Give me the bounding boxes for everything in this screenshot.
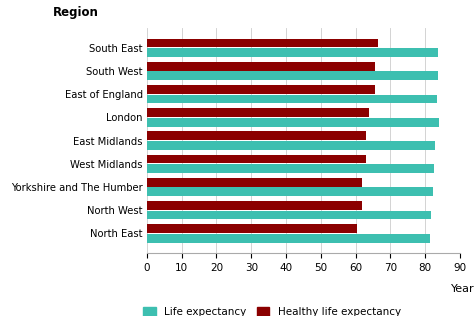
- Bar: [147, 187, 433, 196]
- Bar: [147, 141, 435, 150]
- Bar: [147, 210, 431, 219]
- Bar: [147, 155, 366, 163]
- Bar: [147, 71, 438, 80]
- Bar: [147, 131, 366, 140]
- Bar: [147, 48, 438, 57]
- Bar: [147, 108, 369, 117]
- Bar: [147, 178, 363, 187]
- Text: Region: Region: [53, 6, 99, 20]
- Legend: Life expectancy, Healthy life expectancy: Life expectancy, Healthy life expectancy: [139, 303, 405, 316]
- Bar: [147, 164, 434, 173]
- X-axis label: Years: Years: [451, 284, 474, 294]
- Bar: [147, 62, 374, 71]
- Bar: [147, 94, 437, 103]
- Bar: [147, 39, 378, 47]
- Bar: [147, 201, 363, 210]
- Bar: [147, 224, 357, 233]
- Bar: [147, 234, 430, 243]
- Bar: [147, 118, 439, 127]
- Bar: [147, 85, 374, 94]
